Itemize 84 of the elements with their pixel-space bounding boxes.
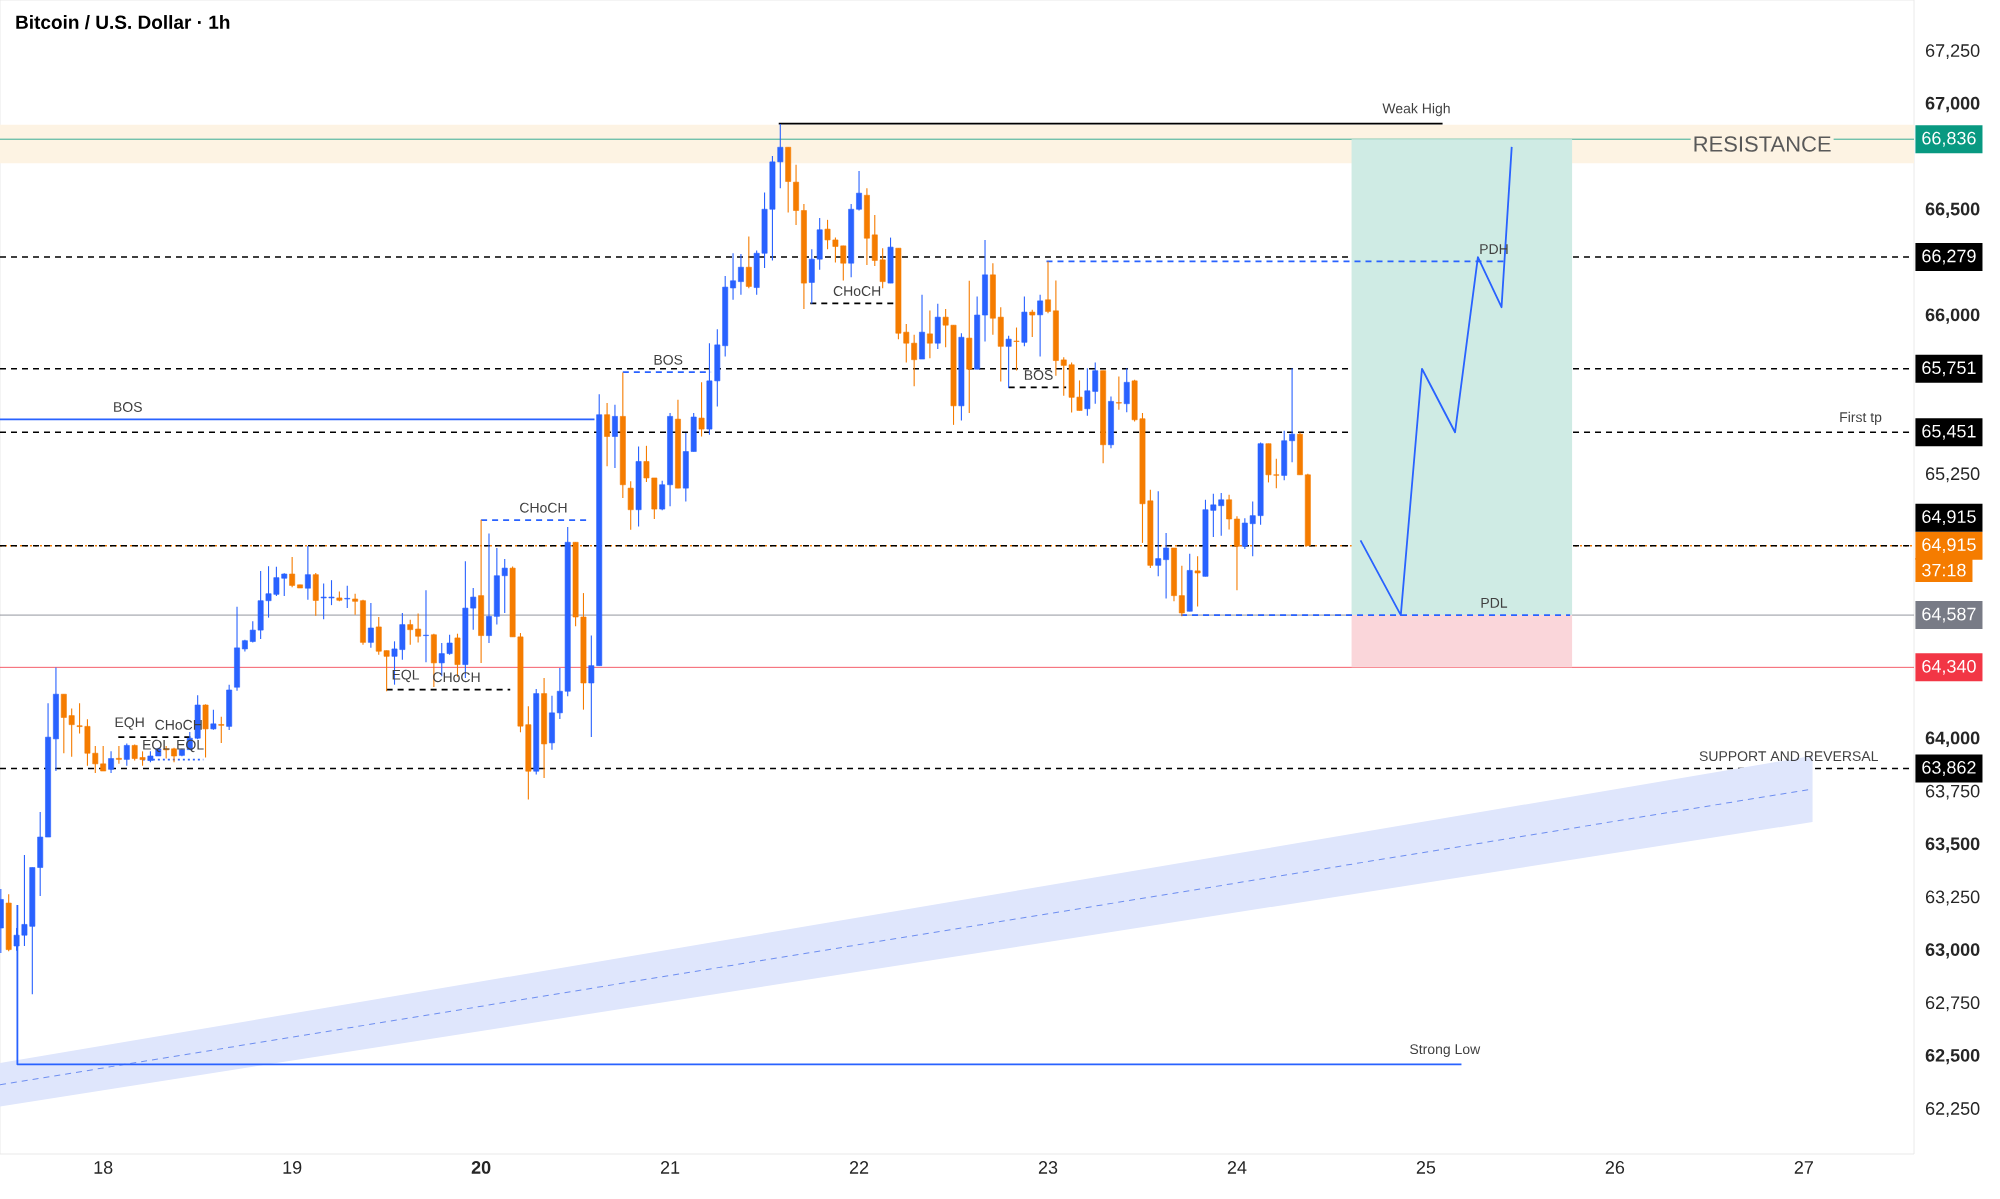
ref-line-label: 64,915 [1922,538,1976,554]
y-tick-label: 63,250 [1926,890,1980,906]
y-tick-label: 63,750 [1926,784,1980,800]
candlestick [202,703,209,759]
candlestick [1029,309,1036,338]
ref-line-label: 65,751 [1922,361,1976,377]
candlestick [1178,565,1185,617]
x-tick-label: 26 [1605,1161,1625,1174]
y-tick-label: 63,000 [1925,943,1980,959]
ref-line-label: 64,587 [1922,607,1976,623]
x-tick-label: 18 [94,1161,113,1174]
ref-line-label: 64,340 [1922,659,1976,675]
candlestick [730,252,736,301]
candlestick [1115,375,1122,411]
candlestick [1226,494,1232,531]
candlestick [415,613,422,643]
candlestick [304,545,311,601]
x-tick-label: 21 [660,1161,680,1174]
candlestick [1045,260,1051,314]
candlestick [927,309,933,359]
candlestick [1155,490,1162,577]
ref-line-label: 65,451 [1922,424,1976,440]
candlestick [352,593,359,616]
candlestick [1289,367,1295,463]
annotation: First tp [1840,411,1882,425]
annotation: EQL [143,739,170,753]
candlestick [738,253,744,296]
annotation: SUPPORT AND REVERSAL [1699,751,1878,762]
y-tick-label: 67,000 [1925,96,1980,113]
y-tick-label: 62,250 [1926,1102,1980,1117]
x-tick-label: 27 [1794,1161,1813,1174]
annotation: BOS [114,402,142,412]
annotation: Weak High [1382,103,1450,117]
candlestick [612,404,618,469]
candlestick [289,556,296,588]
y-tick-label: 65,250 [1926,467,1980,483]
candlestick [1005,335,1012,389]
band-label: RESISTANCE [1694,136,1831,152]
ref-line-label: 63,862 [1922,761,1976,776]
candlestick [423,589,429,663]
candlestick [1037,294,1044,358]
candlestick [116,745,122,765]
candlestick [856,170,862,212]
candlestick [698,381,705,438]
annotation: BOS [654,354,683,365]
candlestick [123,742,130,767]
y-tick-label: 62,750 [1926,996,1980,1012]
candlestick [627,480,634,531]
y-tick-label: 66,000 [1925,308,1980,324]
candlestick [604,402,610,467]
annotation: BOS [1024,370,1053,380]
annotation: CHoCH [520,502,567,513]
candlestick [1163,532,1170,600]
x-tick-label: 25 [1416,1161,1436,1174]
candlestick [407,619,414,646]
candlestick [108,750,114,774]
annotation: EQH [115,717,144,730]
candlestick [344,585,351,609]
annotation: PDL [1481,598,1508,608]
y-tick-label: 66,500 [1925,202,1980,218]
candlestick [210,709,217,731]
y-tick-label: 63,500 [1925,837,1980,853]
x-tick-label: 24 [1227,1161,1247,1174]
x-tick-label: 20 [471,1161,491,1174]
x-tick-label: 23 [1038,1161,1058,1174]
candlestick [745,236,752,289]
annotation: Strong Low [1410,1044,1481,1057]
y-tick-label: 62,500 [1925,1048,1980,1065]
x-tick-label: 22 [849,1161,869,1174]
candlestick [218,716,225,744]
annotation: 37:18 [1922,563,1966,577]
candlestick [367,602,374,649]
x-tick-label: 19 [283,1161,302,1174]
y-tick-label: 64,000 [1925,731,1980,747]
candlestick [486,533,492,644]
y-tick-label: 67,250 [1926,44,1980,60]
ref-line-label: 66,279 [1922,249,1976,265]
ref-line-label: 66,836 [1922,131,1976,147]
text: Bitcoin / U.S. Dollar · 1h [16,15,230,30]
ref-line-label: 64,915 [1922,510,1976,526]
candlestick [1194,555,1201,607]
annotation: CHoCH [833,286,881,296]
candlestick [1013,326,1020,372]
candlestick [1123,367,1130,413]
